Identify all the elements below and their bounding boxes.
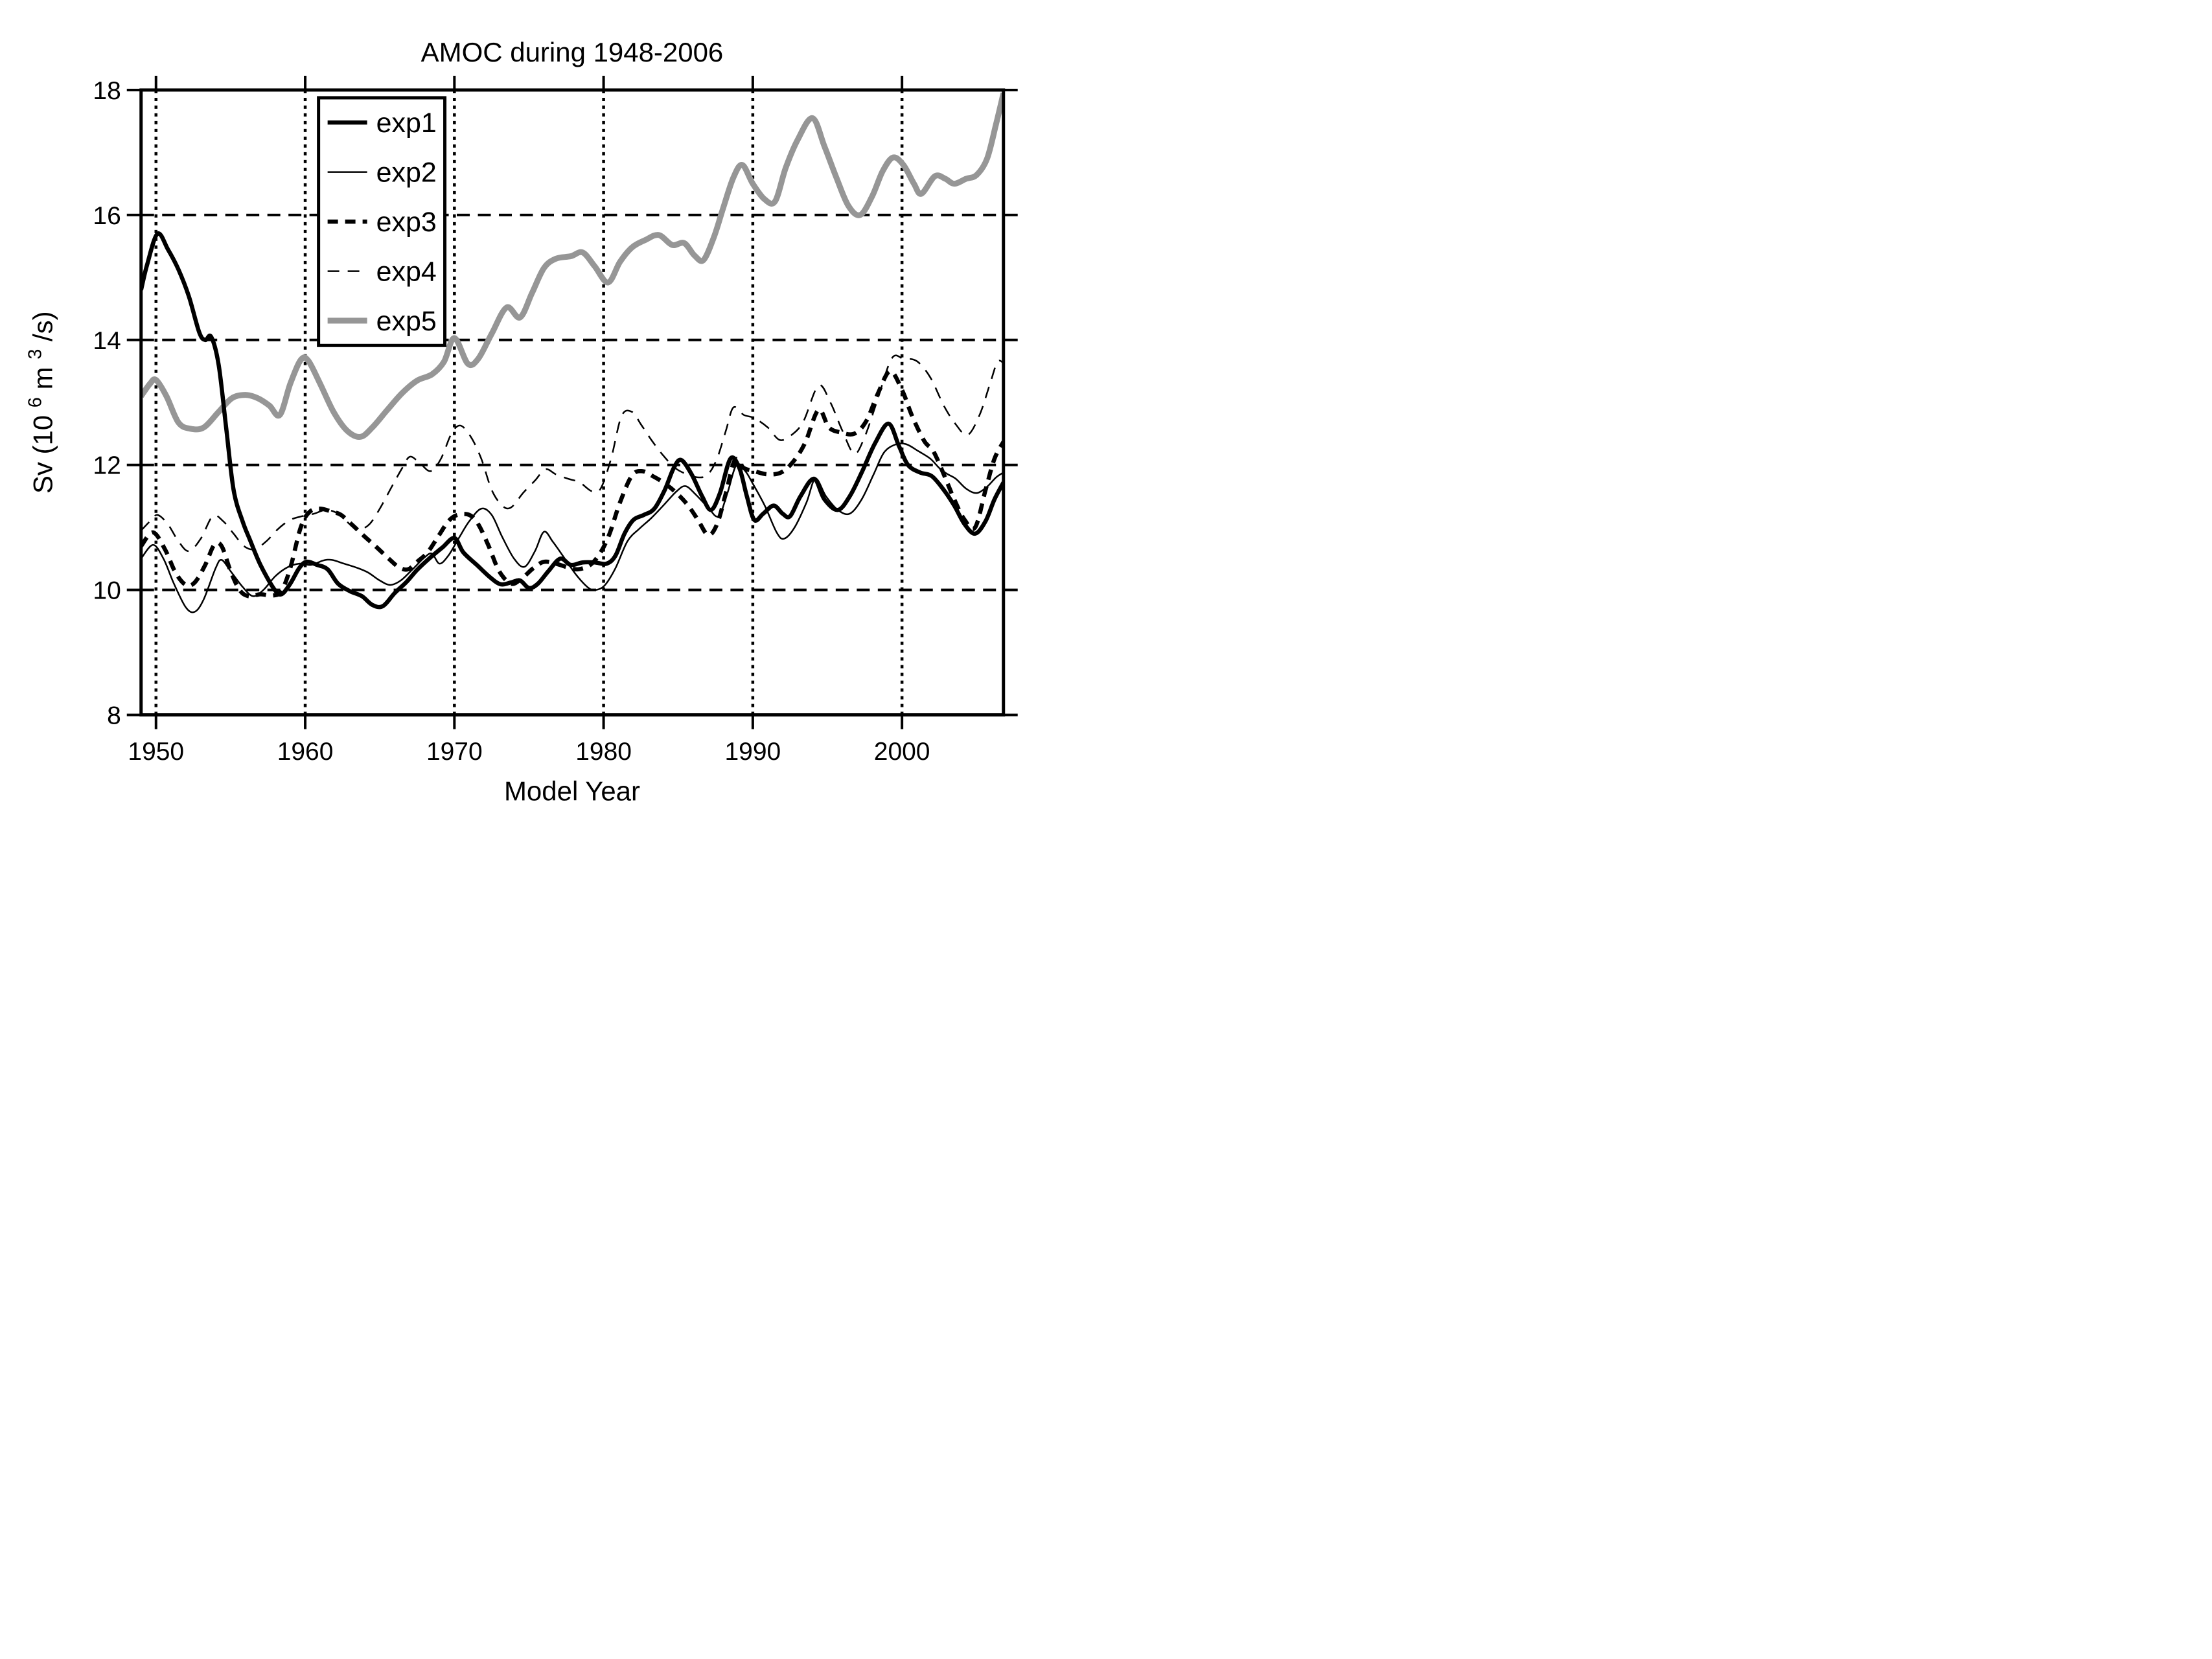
x-tick-label-1970: 1970 [426,738,483,766]
x-tick-label-1960: 1960 [277,738,334,766]
chart-title: AMOC during 1948-2006 [421,37,724,67]
legend-label-exp3: exp3 [376,207,437,238]
y-tick-label-16: 16 [93,202,121,230]
y-label-prefix: Sv (10 [27,415,58,494]
y-tick-label-18: 18 [93,77,121,105]
axis-layer: 1950 1960 1970 1980 1990 2000 8 10 12 14 16 18 [93,75,1018,766]
series-exp4-line [141,354,1004,553]
y-tick-label-12: 12 [93,452,121,480]
series-exp2-line [141,442,1004,613]
grid-layer [141,89,1004,715]
figure-window: 1950 1960 1970 1980 1990 2000 8 10 12 14 16 18 exp1… [0,0,1106,829]
series-layer [141,92,1004,613]
y-label-suffix: /s) [27,311,58,341]
series-exp5-line [141,92,1004,440]
series-exp1-line [141,231,1004,610]
legend-entry-exp3: exp3 [327,207,437,238]
legend-label-exp5: exp5 [376,306,437,337]
x-axis-label: Model Year [504,776,640,807]
legend-label-exp4: exp4 [376,257,437,288]
legend-entry-exp5: exp5 [327,306,437,337]
legend-entry-exp2: exp2 [327,157,437,189]
y-label-superscript-3: 3 [25,349,45,360]
y-axis-label: Sv (10 6 m 3 /s) [16,311,58,494]
legend-entry-exp1: exp1 [327,108,437,139]
x-tick-label-1980: 1980 [575,738,632,766]
x-tick-label-1950: 1950 [128,738,184,766]
y-label-superscript-6: 6 [25,397,45,407]
legend-layer: exp1 exp2 exp3 exp4 exp5 [317,96,447,347]
x-tick-label-1990: 1990 [725,738,781,766]
y-tick-label-10: 10 [93,577,121,605]
y-label-mid: m [27,367,58,389]
legend-label-exp2: exp2 [376,157,437,189]
plot-border [139,88,1006,717]
legend-entry-exp4: exp4 [327,257,437,288]
x-tick-label-2000: 2000 [874,738,930,766]
amoc-line-chart: 1950 1960 1970 1980 1990 2000 8 10 12 14 16 18 exp1… [16,37,1018,807]
legend-box [317,96,447,347]
y-tick-label-14: 14 [93,327,121,355]
legend-label-exp1: exp1 [376,108,437,139]
y-tick-label-8: 8 [107,702,121,730]
